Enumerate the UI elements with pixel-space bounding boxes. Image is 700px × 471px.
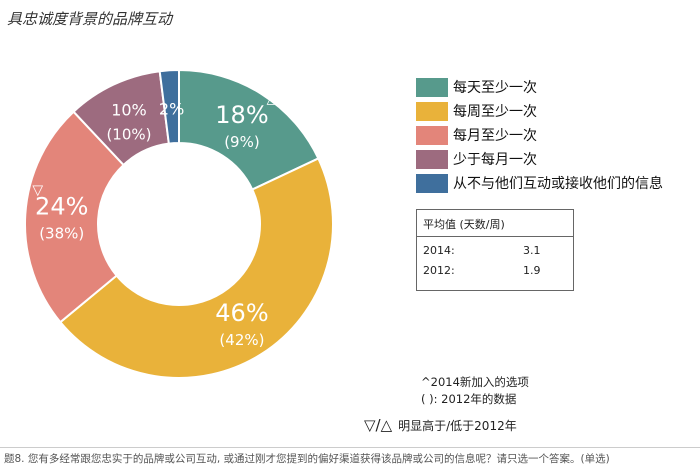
legend-label-never: 从不与他们互动或接收他们的信息	[453, 176, 663, 192]
average-value: 1.9	[523, 264, 541, 277]
significance-key: ▽/△ 明显高于/低于2012年	[364, 416, 517, 434]
legend-label-monthly: 每月至少一次	[453, 128, 537, 144]
average-table-row: 2012: 1.9	[417, 257, 573, 277]
average-table-header: 平均值 (天数/周)	[417, 210, 573, 237]
legend-item: 每周至少一次	[416, 99, 663, 123]
slice-value-label: 46%	[215, 299, 268, 327]
legend-swatch-less-monthly	[416, 149, 448, 169]
average-year: 2012:	[423, 264, 455, 277]
slice-value-label: 18%	[215, 101, 268, 129]
slice-value-label: 24%	[35, 193, 88, 221]
chart-notes: ^2014新加入的选项 ( ): 2012年的数据	[421, 374, 529, 408]
legend-item: 每天至少一次	[416, 75, 663, 99]
slice-prev-value-label: (10%)	[106, 126, 151, 144]
up-triangle-icon: △	[267, 91, 278, 107]
donut-slice-weekly	[58, 157, 334, 379]
footer-divider	[0, 447, 700, 448]
legend-item: 从不与他们互动或接收他们的信息	[416, 171, 663, 195]
slice-value-label: 10%	[111, 101, 147, 120]
donut-slice-never	[158, 68, 180, 145]
legend-swatch-never	[416, 173, 448, 193]
note-new-option: ^2014新加入的选项	[421, 375, 529, 389]
donut-slice-monthly	[24, 110, 125, 324]
legend-label-daily: 每天至少一次	[453, 80, 537, 96]
significance-triangle-icon: ▽/△	[364, 416, 393, 434]
legend-item: 每月至少一次	[416, 123, 663, 147]
slice-prev-value-label: (38%)	[39, 225, 84, 243]
average-table-row: 2014: 3.1	[417, 237, 573, 257]
average-table: 平均值 (天数/周) 2014: 3.1 2012: 1.9	[416, 209, 574, 291]
note-2012-data: ( ): 2012年的数据	[421, 392, 517, 406]
chart-legend: 每天至少一次 每周至少一次 每月至少一次 少于每月一次 从不与他们互动或接收他们…	[416, 75, 663, 195]
slice-prev-value-label: (42%)	[219, 331, 264, 349]
legend-swatch-daily	[416, 77, 448, 97]
legend-swatch-weekly	[416, 101, 448, 121]
legend-label-less-monthly: 少于每月一次	[453, 152, 537, 168]
legend-label-weekly: 每周至少一次	[453, 104, 537, 120]
chart-title: 具忠诚度背景的品牌互动	[7, 10, 173, 28]
average-value: 3.1	[523, 244, 541, 257]
legend-swatch-monthly	[416, 125, 448, 145]
slice-prev-value-label: (9%)	[224, 133, 260, 151]
legend-item: 少于每月一次	[416, 147, 663, 171]
average-year: 2014:	[423, 244, 455, 257]
significance-text: 明显高于/低于2012年	[398, 418, 517, 433]
slice-value-label: 2%	[159, 100, 184, 119]
down-triangle-icon: ▽	[32, 183, 43, 199]
question-footnote: 题8. 您有多经常跟您忠实于的品牌或公司互动, 或通过刚才您提到的偏好渠道获得该…	[4, 453, 610, 465]
